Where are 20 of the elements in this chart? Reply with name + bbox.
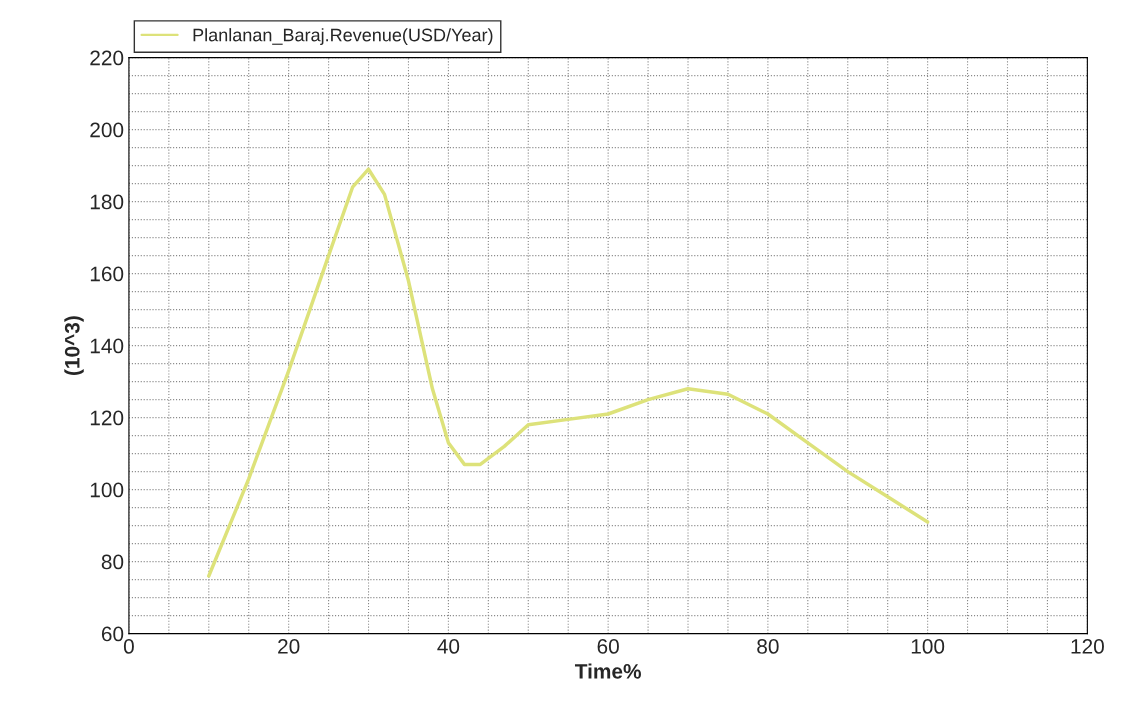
y-tick-label: 220: [90, 50, 124, 66]
x-tick-label: 80: [757, 639, 779, 654]
y-tick-label: 60: [101, 626, 124, 642]
y-axis-title: (10^3): [64, 316, 84, 375]
x-tick-label: 120: [1071, 639, 1104, 654]
y-tick-label: 180: [90, 194, 124, 210]
x-tick-label: 60: [597, 639, 619, 654]
y-tick-label: 100: [90, 482, 124, 498]
y-tick-label: 160: [90, 266, 124, 282]
y-tick-label: 120: [90, 410, 124, 426]
x-tick-label: 20: [278, 639, 300, 654]
y-tick-label: 140: [90, 338, 124, 354]
y-tick-label: 80: [101, 554, 124, 570]
x-axis-title: Time%: [574, 663, 641, 679]
x-tick-label: 0: [123, 639, 134, 654]
line-series: [207, 167, 930, 578]
x-tick-label: 100: [911, 639, 945, 654]
y-tick-label: 200: [90, 122, 124, 138]
legend-label: Planlanan_Baraj.Revenue(USD/Year): [193, 28, 493, 45]
x-tick-label: 40: [437, 639, 460, 654]
